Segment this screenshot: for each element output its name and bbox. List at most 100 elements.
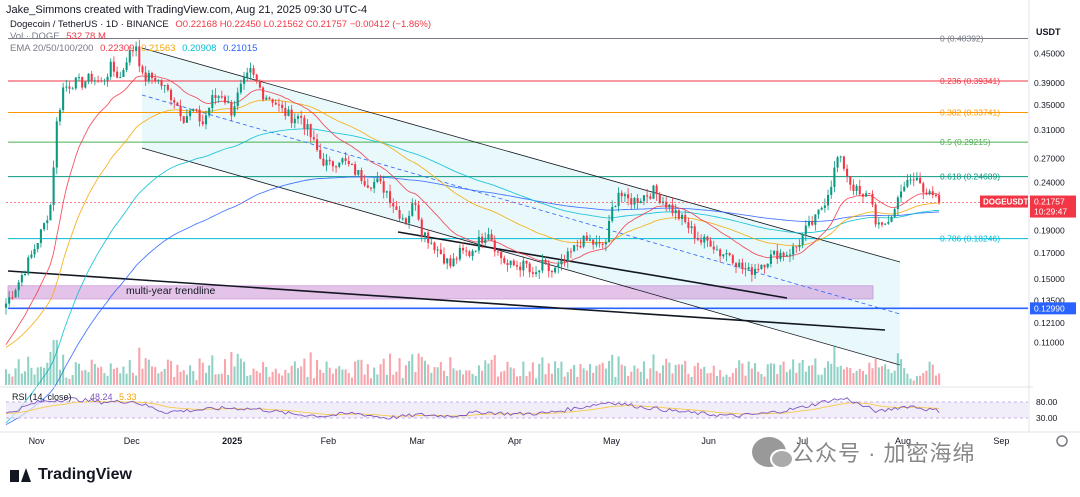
candle-body[interactable]	[839, 156, 842, 158]
candle-body[interactable]	[830, 186, 833, 195]
candle-body[interactable]	[909, 179, 912, 181]
candle-body[interactable]	[246, 72, 249, 78]
candle-body[interactable]	[646, 195, 649, 197]
candle-body[interactable]	[81, 77, 84, 88]
candle-body[interactable]	[312, 137, 315, 140]
candle-body[interactable]	[154, 77, 157, 81]
candle-body[interactable]	[722, 254, 725, 257]
candle-body[interactable]	[858, 186, 861, 195]
candle-body[interactable]	[757, 268, 760, 270]
candle-body[interactable]	[338, 162, 341, 167]
candle-body[interactable]	[477, 236, 480, 251]
candle-body[interactable]	[144, 72, 147, 81]
candle-body[interactable]	[182, 116, 185, 123]
candle-body[interactable]	[446, 258, 449, 264]
candle-body[interactable]	[442, 254, 446, 264]
candle-body[interactable]	[157, 79, 160, 81]
candle-body[interactable]	[135, 46, 138, 51]
candle-body[interactable]	[531, 272, 534, 274]
candle-body[interactable]	[484, 239, 487, 243]
candle-body[interactable]	[820, 207, 823, 210]
candle-body[interactable]	[97, 80, 100, 82]
settings-gear-icon[interactable]	[1056, 435, 1068, 447]
candle-body[interactable]	[93, 80, 96, 82]
candle-body[interactable]	[62, 87, 65, 111]
candle-body[interactable]	[465, 250, 468, 252]
candle-body[interactable]	[496, 251, 499, 253]
candle-body[interactable]	[262, 87, 265, 100]
candle-body[interactable]	[585, 235, 588, 241]
candle-body[interactable]	[354, 164, 357, 175]
candle-body[interactable]	[300, 116, 303, 118]
candle-body[interactable]	[366, 185, 369, 188]
candle-body[interactable]	[119, 77, 122, 79]
candle-body[interactable]	[271, 99, 274, 103]
candle-body[interactable]	[579, 246, 582, 248]
candle-body[interactable]	[385, 191, 388, 193]
candle-body[interactable]	[865, 193, 868, 197]
candle-body[interactable]	[214, 95, 217, 98]
candle-body[interactable]	[836, 157, 839, 168]
candle-body[interactable]	[27, 257, 30, 274]
candle-body[interactable]	[807, 221, 811, 226]
candle-body[interactable]	[423, 232, 426, 237]
candle-body[interactable]	[525, 260, 528, 264]
candle-body[interactable]	[236, 92, 239, 107]
candle-body[interactable]	[379, 178, 382, 182]
candle-body[interactable]	[14, 290, 17, 298]
candle-body[interactable]	[890, 216, 893, 222]
candle-body[interactable]	[566, 251, 569, 261]
candle-body[interactable]	[874, 204, 877, 225]
candle-body[interactable]	[427, 232, 430, 243]
candle-body[interactable]	[747, 267, 750, 270]
candle-body[interactable]	[903, 186, 906, 192]
candle-body[interactable]	[861, 194, 864, 197]
candle-body[interactable]	[690, 226, 693, 229]
candle-body[interactable]	[795, 246, 798, 248]
candle-body[interactable]	[700, 239, 703, 243]
candle-body[interactable]	[170, 89, 173, 101]
candle-body[interactable]	[481, 236, 484, 243]
candle-body[interactable]	[652, 185, 655, 199]
candle-body[interactable]	[211, 95, 214, 109]
candle-body[interactable]	[715, 249, 718, 251]
candle-body[interactable]	[471, 250, 474, 257]
candle-body[interactable]	[439, 249, 442, 255]
candle-body[interactable]	[725, 253, 728, 255]
symbol-title[interactable]: Dogecoin / TetherUS · 1D · BINANCE	[10, 19, 169, 30]
candle-body[interactable]	[588, 239, 592, 241]
candle-body[interactable]	[84, 81, 87, 88]
candle-body[interactable]	[49, 205, 52, 221]
ema-label[interactable]: EMA 20/50/100/200	[10, 43, 94, 54]
candle-body[interactable]	[573, 245, 576, 252]
candle-body[interactable]	[569, 251, 572, 253]
candle-body[interactable]	[141, 66, 144, 73]
candle-body[interactable]	[360, 170, 363, 181]
candle-body[interactable]	[433, 242, 436, 251]
candle-body[interactable]	[528, 263, 531, 273]
candle-body[interactable]	[912, 179, 915, 181]
candle-body[interactable]	[462, 247, 465, 251]
candle-body[interactable]	[296, 116, 300, 119]
candle-body[interactable]	[468, 251, 471, 257]
candle-body[interactable]	[696, 238, 699, 240]
candle-body[interactable]	[150, 72, 154, 78]
candle-body[interactable]	[71, 88, 74, 90]
candle-body[interactable]	[398, 209, 401, 219]
candle-body[interactable]	[817, 209, 820, 215]
candle-body[interactable]	[192, 109, 195, 111]
candle-body[interactable]	[77, 77, 81, 79]
candle-body[interactable]	[731, 255, 734, 264]
candle-body[interactable]	[760, 264, 763, 270]
candle-body[interactable]	[39, 229, 42, 243]
candle-body[interactable]	[842, 156, 845, 169]
candle-body[interactable]	[773, 250, 776, 255]
candle-body[interactable]	[544, 259, 547, 264]
candle-body[interactable]	[706, 236, 709, 241]
candle-body[interactable]	[204, 115, 207, 125]
candle-body[interactable]	[420, 219, 423, 237]
candle-body[interactable]	[185, 116, 188, 123]
candle-body[interactable]	[335, 166, 338, 168]
candle-body[interactable]	[30, 254, 33, 258]
